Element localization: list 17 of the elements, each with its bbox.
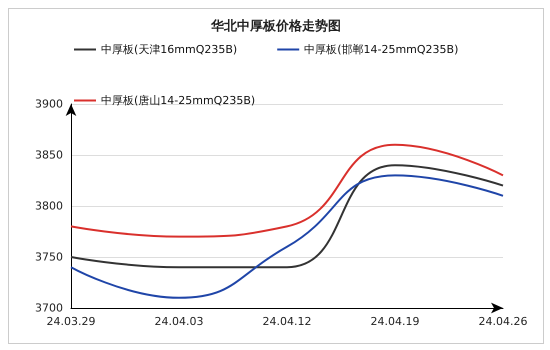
line-series	[70, 164, 504, 268]
x-tick-label: 24.04.12	[262, 315, 312, 328]
y-tick-label: 3850	[35, 148, 63, 162]
y-tick-label: 3800	[35, 200, 63, 212]
legend-label: 中厚板(天津16mmQ235B)	[101, 43, 238, 56]
y-tick-label: 3700	[35, 302, 63, 314]
legend-label: 中厚板(邯郸14-25mmQ235B)	[304, 43, 458, 56]
y-tick-label: 3900	[35, 98, 63, 110]
line-series	[70, 144, 504, 238]
x-tick-label: 24.04.26	[478, 315, 528, 328]
y-tick-label: 3750	[35, 250, 63, 264]
line-series	[70, 174, 504, 299]
chart-title: 华北中厚板价格走势图	[210, 18, 341, 34]
x-tick-label: 24.03.29	[46, 315, 96, 328]
x-tick-label: 24.04.03	[154, 315, 204, 328]
x-tick-label: 24.04.19	[370, 315, 420, 328]
legend-label: 中厚板(唐山14-25mmQ235B)	[101, 94, 256, 107]
